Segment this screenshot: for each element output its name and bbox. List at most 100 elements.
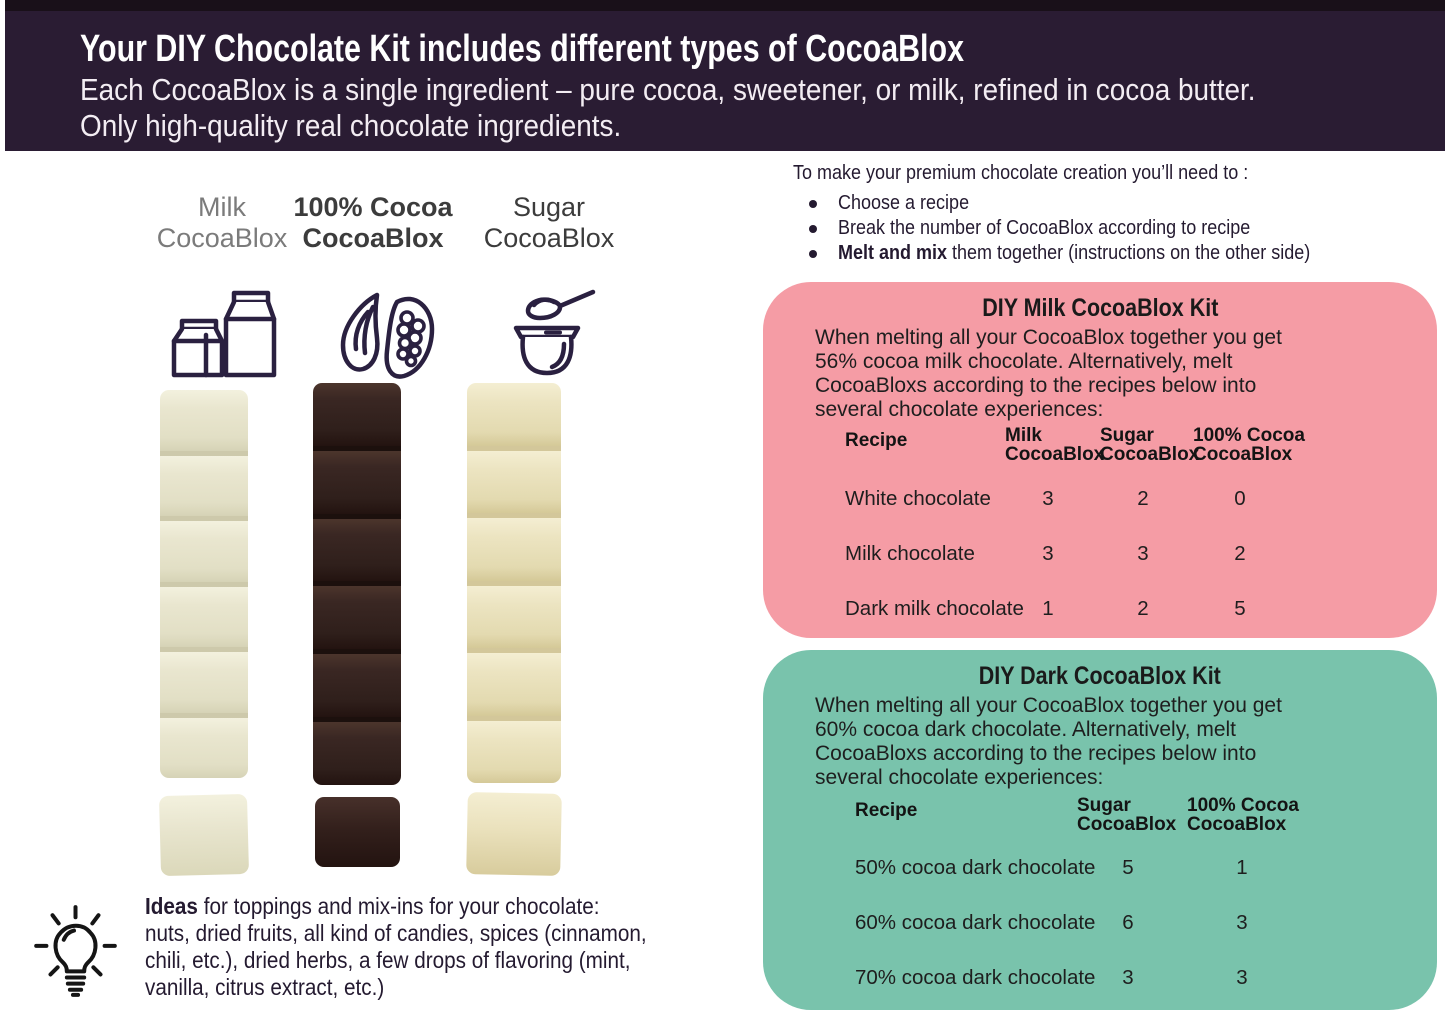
table-cell-recipe: Dark milk chocolate bbox=[845, 597, 1024, 620]
instructions-heading: To make your premium chocolate creation … bbox=[793, 160, 1413, 186]
header-banner: Your DIY Chocolate Kit includes differen… bbox=[5, 0, 1445, 151]
description-line: CocoaBloxs according to the recipes belo… bbox=[815, 742, 1257, 765]
table-cell-value: 1 bbox=[1042, 597, 1054, 620]
table-cell-value: 2 bbox=[1234, 542, 1246, 565]
milk-cartons-icon bbox=[168, 283, 288, 389]
instructions-heading-text: To make your premium chocolate creation … bbox=[793, 162, 1249, 184]
bar-segment bbox=[160, 450, 248, 516]
table-header-line: Sugar bbox=[1077, 795, 1131, 816]
bold-text: Ideas bbox=[145, 893, 198, 919]
table-cell-recipe: 50% cocoa dark chocolate bbox=[855, 856, 1096, 879]
page-title-text: Your DIY Chocolate Kit includes differen… bbox=[80, 28, 964, 70]
dark-chocolate-piece-photo bbox=[315, 797, 400, 867]
table-cell-recipe: Milk chocolate bbox=[845, 542, 975, 565]
table-cell-value: 3 bbox=[1137, 542, 1149, 565]
table-cell-value: 2 bbox=[1137, 597, 1149, 620]
table-header-line: 100% Cocoa bbox=[1187, 795, 1299, 816]
bar-segment bbox=[160, 647, 248, 713]
ideas-section: Ideas for toppings and mix-ins for your … bbox=[145, 893, 702, 1001]
table-cell-value: 3 bbox=[1122, 966, 1134, 989]
table-header-line: CocoaBlox bbox=[1077, 814, 1177, 835]
table-cell-recipe: White chocolate bbox=[845, 487, 991, 510]
milk-chocolate-piece-photo bbox=[158, 793, 250, 877]
label-100-cocoa-cocoablox: 100% Cocoa CocoaBlox bbox=[282, 192, 464, 254]
table-cell-recipe: 60% cocoa dark chocolate bbox=[855, 911, 1096, 934]
description-line: 56% cocoa milk chocolate. Alternatively,… bbox=[815, 350, 1233, 373]
list-item: Break the number of CocoaBlox according … bbox=[793, 216, 1413, 241]
ideas-rest: for toppings and mix-ins for your chocol… bbox=[197, 893, 600, 919]
sugar-bowl-spoon-icon bbox=[488, 280, 606, 388]
bar-segment bbox=[160, 581, 248, 647]
table-header-line: CocoaBlox bbox=[1187, 814, 1287, 835]
header-subtitle-line1: Each CocoaBlox is a single ingredient – … bbox=[80, 72, 1386, 108]
list-item-text: Melt and mix them together (instructions… bbox=[838, 241, 1310, 266]
table-cell-value: 6 bbox=[1122, 911, 1134, 934]
label-line: CocoaBlox bbox=[302, 223, 444, 253]
milk-kit-title: DIY Milk CocoaBlox Kit bbox=[763, 294, 1437, 323]
table-header-line: 100% Cocoa bbox=[1193, 425, 1305, 446]
ideas-line-text: Ideas for toppings and mix-ins for your … bbox=[145, 893, 600, 920]
table-cell-value: 1 bbox=[1236, 856, 1248, 879]
subtitle-text: Each CocoaBlox is a single ingredient – … bbox=[80, 72, 1256, 107]
table-cell-value: 3 bbox=[1236, 911, 1248, 934]
table-header-sugar: Sugar CocoaBlox bbox=[1100, 426, 1199, 464]
label-line: Milk bbox=[198, 192, 246, 222]
ideas-line-text: vanilla, citrus extract, etc.) bbox=[145, 974, 385, 1000]
bar-segment bbox=[313, 717, 401, 785]
instructions-section: To make your premium chocolate creation … bbox=[793, 160, 1413, 266]
table-header-sugar: Sugar CocoaBlox bbox=[1077, 796, 1176, 834]
bar-segment bbox=[467, 513, 561, 581]
table-cell-value: 3 bbox=[1042, 487, 1054, 510]
kit-title-text: DIY Dark CocoaBlox Kit bbox=[978, 662, 1222, 690]
bar-segment bbox=[467, 383, 561, 446]
bold-text: Melt and mix bbox=[838, 242, 948, 264]
list-item-text: Break the number of CocoaBlox according … bbox=[838, 217, 1251, 239]
milk-chocolate-bar-photo bbox=[160, 390, 248, 778]
label-line: CocoaBlox bbox=[483, 223, 615, 253]
label-line: CocoaBlox bbox=[156, 223, 288, 253]
table-cell-value: 0 bbox=[1234, 487, 1246, 510]
ideas-line: chili, etc.), dried herbs, a few drops o… bbox=[145, 947, 702, 974]
header-subtitle-line2: Only high-quality real chocolate ingredi… bbox=[80, 108, 681, 144]
bar-segment bbox=[313, 513, 401, 582]
description-line: 60% cocoa dark chocolate. Alternatively,… bbox=[815, 718, 1236, 741]
ideas-line-text: chili, etc.), dried herbs, a few drops o… bbox=[145, 947, 631, 973]
bar-segment bbox=[160, 390, 248, 451]
bar-segment bbox=[313, 649, 401, 718]
bar-segment bbox=[313, 383, 401, 446]
description-line: CocoaBloxs according to the recipes belo… bbox=[815, 374, 1257, 397]
description-line: several chocolate experiences: bbox=[815, 398, 1104, 421]
ideas-line: vanilla, citrus extract, etc.) bbox=[145, 974, 702, 1001]
ideas-line-text: nuts, dried fruits, all kind of candies,… bbox=[145, 920, 647, 946]
table-cell-recipe: 70% cocoa dark chocolate bbox=[855, 966, 1096, 989]
bar-segment bbox=[467, 715, 561, 783]
instructions-list: Choose a recipe Break the number of Coco… bbox=[793, 191, 1413, 266]
sugar-chocolate-bar-photo bbox=[467, 383, 561, 783]
table-header-line: Milk bbox=[1005, 425, 1042, 446]
page-title: Your DIY Chocolate Kit includes differen… bbox=[80, 28, 1185, 71]
table-header-100-cocoa: 100% Cocoa CocoaBlox bbox=[1193, 426, 1305, 464]
dark-kit-description: When melting all your CocoaBlox together… bbox=[815, 694, 1282, 790]
table-cell-value: 5 bbox=[1122, 856, 1134, 879]
label-line: 100% Cocoa bbox=[293, 192, 453, 222]
bar-segment bbox=[160, 516, 248, 582]
description-line: When melting all your CocoaBlox together… bbox=[815, 694, 1282, 717]
dark-kit-card: DIY Dark CocoaBlox Kit When melting all … bbox=[763, 650, 1437, 1010]
subtitle-text: Only high-quality real chocolate ingredi… bbox=[80, 108, 622, 143]
milk-kit-card: DIY Milk CocoaBlox Kit When melting all … bbox=[763, 282, 1437, 638]
list-item-rest: them together (instructions on the other… bbox=[947, 242, 1311, 264]
table-header-line: CocoaBlox bbox=[1005, 444, 1105, 465]
table-cell-value: 3 bbox=[1042, 542, 1054, 565]
bar-segment bbox=[467, 445, 561, 513]
table-header-milk: Milk CocoaBlox bbox=[1005, 426, 1104, 464]
table-cell-value: 5 bbox=[1234, 597, 1246, 620]
list-item: Melt and mix them together (instructions… bbox=[793, 241, 1413, 266]
table-header-recipe: Recipe bbox=[845, 430, 908, 451]
description-line: When melting all your CocoaBlox together… bbox=[815, 326, 1282, 349]
label-sugar-cocoablox: Sugar CocoaBlox bbox=[458, 192, 640, 254]
dark-kit-title: DIY Dark CocoaBlox Kit bbox=[763, 662, 1437, 691]
table-header-line: CocoaBlox bbox=[1100, 444, 1200, 465]
list-item: Choose a recipe bbox=[793, 191, 1413, 216]
cocoa-pod-icon bbox=[330, 285, 448, 387]
table-cell-value: 3 bbox=[1236, 966, 1248, 989]
